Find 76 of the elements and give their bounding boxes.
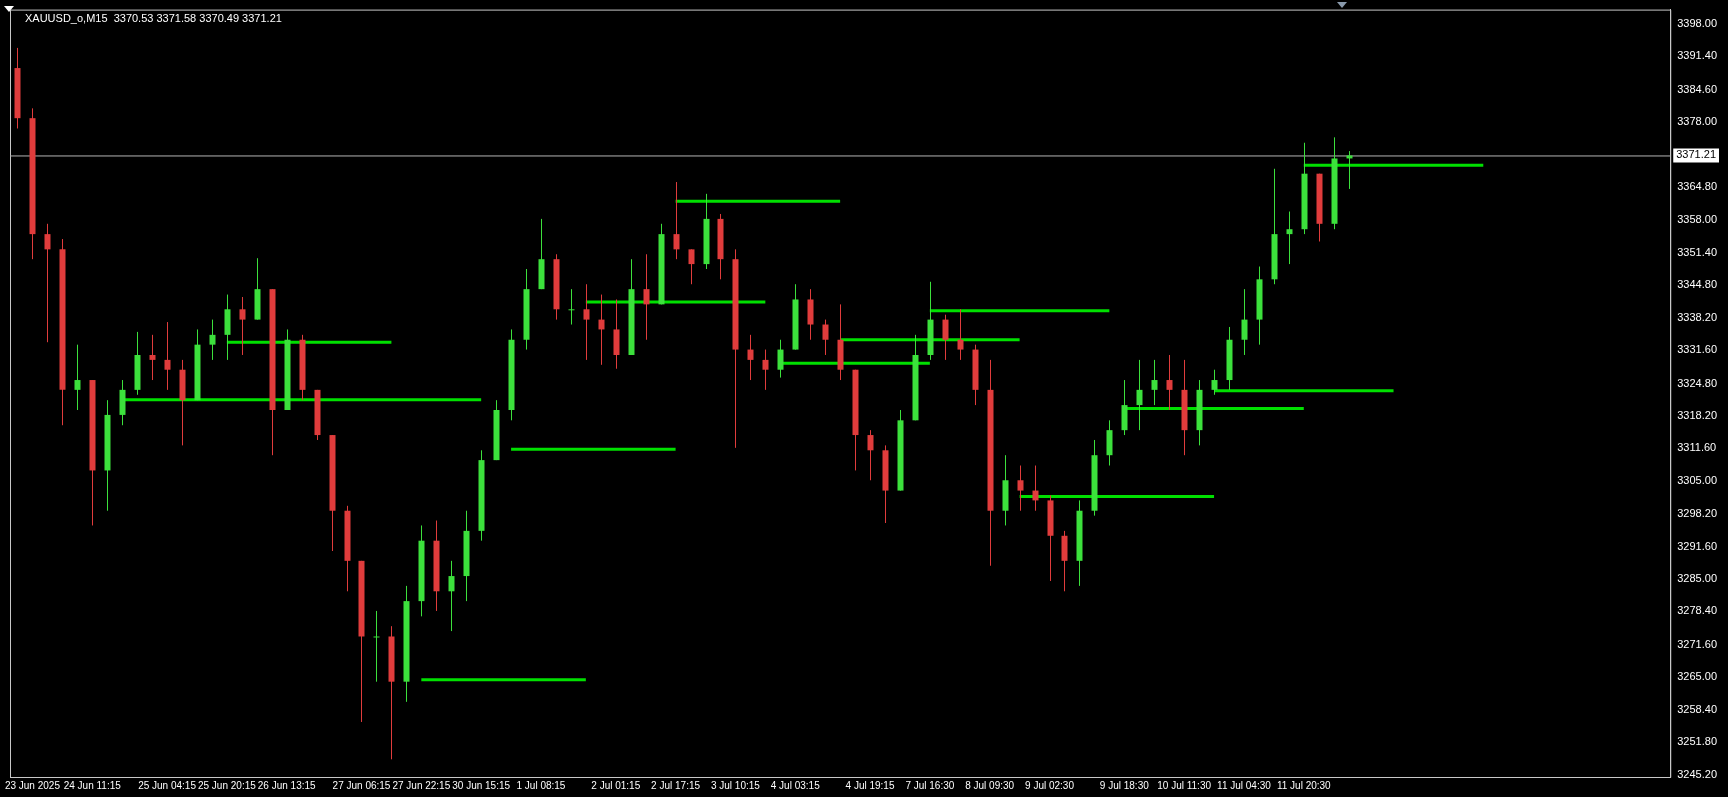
y-tick-label: 3378.00 [1677,115,1717,128]
candlestick [942,314,949,361]
x-tick-label: 2 Jul 17:15 [651,779,701,791]
x-tick-label: 7 Jul 16:30 [905,779,955,791]
ref-line-label: 3371.21 [1676,148,1716,161]
x-tick-label: 9 Jul 18:30 [1099,779,1150,791]
y-tick-label: 3331.60 [1677,343,1717,356]
x-tick-label: 27 Jun 22:15 [392,779,451,791]
candlestick [747,334,754,381]
y-tick-label: 3338.20 [1677,310,1717,323]
y-tick-label: 3318.20 [1677,408,1717,421]
y-tick-label: 3305.00 [1677,473,1717,486]
x-tick-label: 30 Jun 15:15 [452,779,511,791]
x-tick-label: 25 Jun 20:15 [197,779,257,791]
candlestick [149,334,156,381]
candlestick [239,296,246,356]
y-tick-label: 3245.20 [1677,767,1717,780]
candlestick [164,321,171,391]
candlestick [822,319,829,356]
candlestick [1346,150,1353,190]
x-tick-label: 23 Jun 2025 [4,779,61,791]
y-tick-label: 3271.60 [1677,637,1717,650]
x-tick-label: 10 Jul 11:30 [1157,779,1212,791]
candlestick [777,339,784,379]
y-tick-label: 3298.20 [1677,507,1717,520]
y-tick-label: 3384.60 [1677,82,1717,95]
candlestick [957,308,964,361]
x-tick-label: 4 Jul 03:15 [770,779,821,791]
y-tick-label: 3351.40 [1677,245,1717,258]
candlestick [1032,465,1039,512]
candlestick [583,283,590,361]
candlestick [448,560,455,632]
candlestick [762,349,769,391]
candlestick [688,248,695,285]
candlestick [74,344,81,411]
candlestick [598,294,605,366]
candlestick [568,288,575,326]
y-tick-label: 3278.40 [1677,604,1717,617]
x-tick-label: 11 Jul 04:30 [1217,779,1272,791]
x-tick-label: 11 Jul 20:30 [1276,779,1332,791]
candlestick [1241,288,1248,356]
x-tick-label: 4 Jul 19:15 [845,779,895,791]
y-tick-label: 3364.80 [1677,179,1717,192]
candlestick [1286,211,1293,265]
y-tick-label: 3324.80 [1677,376,1717,389]
candlestick [1211,369,1218,396]
candlestick [373,610,380,683]
x-tick-label: 9 Jul 02:30 [1025,779,1075,791]
x-tick-label: 1 Jul 08:15 [516,779,566,791]
candlestick [209,319,216,361]
candlestick [1017,465,1024,512]
y-tick-label: 3285.00 [1677,572,1717,585]
y-tick-label: 3258.40 [1677,702,1717,715]
x-tick-label: 26 Jun 13:15 [257,779,317,791]
candlestick [1151,359,1158,406]
y-tick-label: 3311.60 [1677,441,1717,454]
candlestick [1136,359,1143,431]
candlestick [44,223,51,343]
chart-title: XAUUSD_o,M15 3370.53 3371.58 3370.49 3371.21 [25,11,282,24]
x-tick-label: 25 Jun 04:15 [138,779,197,791]
candlestick [1166,354,1173,411]
y-tick-label: 3251.80 [1677,735,1717,748]
y-tick-label: 3344.80 [1677,278,1717,291]
x-tick-label: 2 Jul 01:15 [591,779,641,791]
y-tick-label: 3398.00 [1677,16,1717,29]
candlestick [643,253,650,341]
x-tick-label: 24 Jun 11:15 [63,779,122,791]
x-tick-label: 3 Jul 10:15 [710,779,761,791]
candlestick [673,181,680,260]
y-tick-label: 3358.00 [1677,213,1717,226]
x-tick-label: 8 Jul 09:30 [965,779,1015,791]
y-tick-label: 3265.00 [1677,670,1717,683]
candlestick [867,429,874,481]
x-tick-label: 27 Jun 06:15 [332,779,391,791]
y-tick-label: 3391.40 [1677,49,1717,62]
y-tick-label: 3291.60 [1677,539,1717,552]
